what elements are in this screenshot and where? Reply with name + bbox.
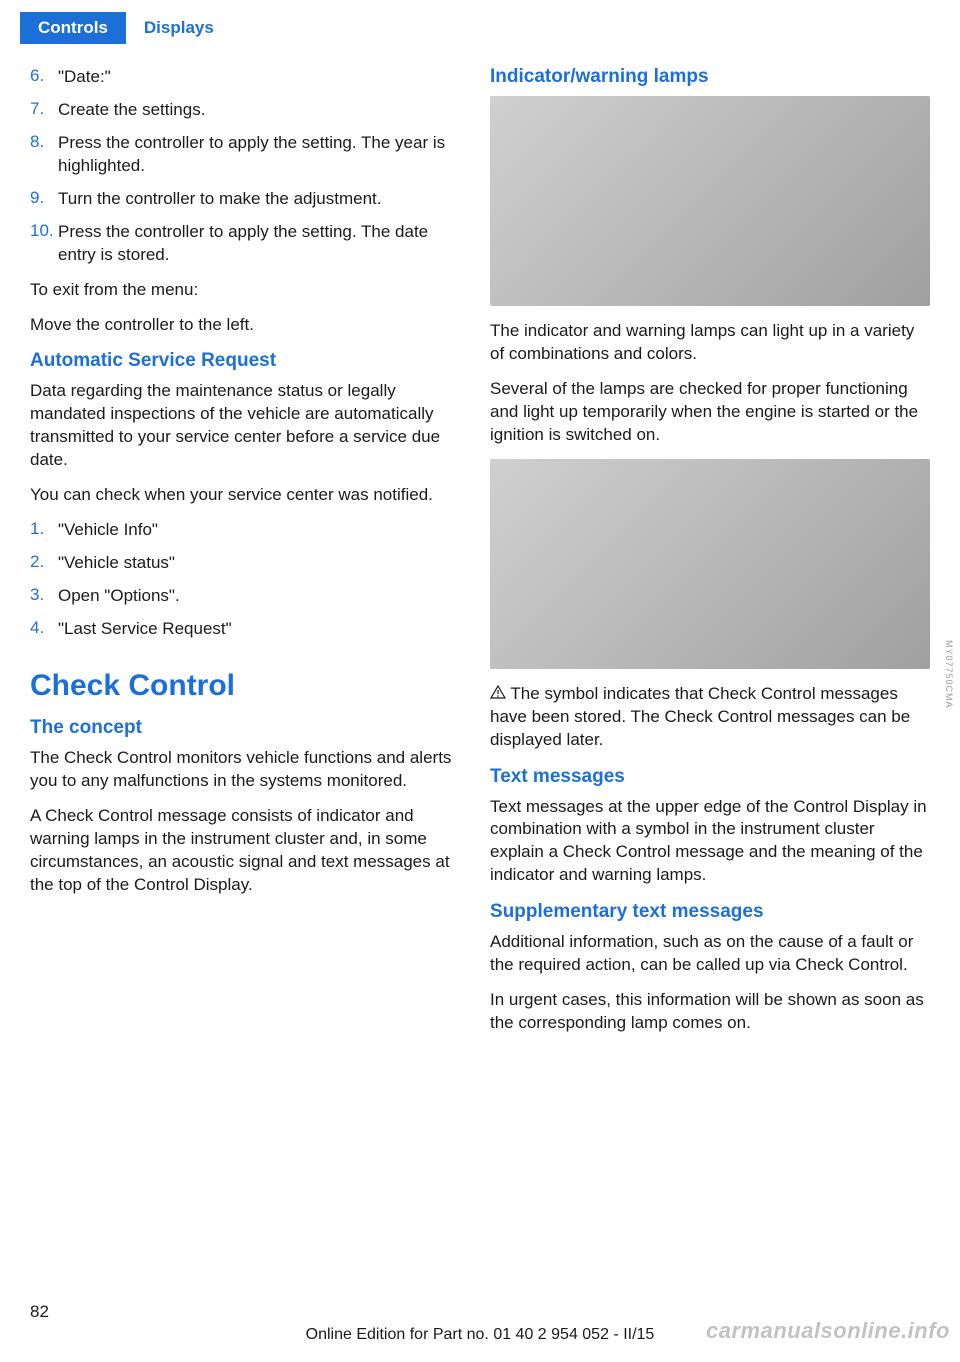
list-item: 9.Turn the controller to make the adjust… — [30, 188, 460, 211]
exit-menu-label: To exit from the menu: — [30, 279, 460, 302]
tab-displays: Displays — [126, 12, 232, 44]
left-column: 6."Date:" 7.Create the settings. 8.Press… — [30, 66, 460, 1047]
warning-triangle-icon — [490, 683, 506, 706]
list-text: Create the settings. — [58, 99, 205, 122]
iwl-paragraph: Several of the lamps are checked for pro… — [490, 378, 930, 447]
asr-heading: Automatic Service Request — [30, 350, 460, 372]
asr-paragraph: You can check when your service center w… — [30, 484, 460, 507]
concept-heading: The concept — [30, 717, 460, 739]
list-text: "Vehicle Info" — [58, 519, 158, 542]
check-control-heading: Check Control — [30, 669, 460, 703]
list-item: 6."Date:" — [30, 66, 460, 89]
list-number: 2. — [30, 552, 58, 572]
supplementary-heading: Supplementary text messages — [490, 901, 930, 923]
list-item: 3.Open "Options". — [30, 585, 460, 608]
iwl-paragraph: The indicator and warning lamps can ligh… — [490, 320, 930, 366]
iwl-heading: Indicator/warning lamps — [490, 66, 930, 88]
asr-steps-list: 1."Vehicle Info" 2."Vehicle status" 3.Op… — [30, 519, 460, 641]
list-text: Open "Options". — [58, 585, 180, 608]
instrument-cluster-image — [490, 96, 930, 306]
watermark: carmanualsonline.info — [706, 1318, 950, 1344]
list-text: Press the controller to apply the settin… — [58, 132, 460, 178]
tab-controls: Controls — [20, 12, 126, 44]
list-item: 4."Last Service Request" — [30, 618, 460, 641]
list-item: 1."Vehicle Info" — [30, 519, 460, 542]
image-code: MY07750CMA — [944, 640, 954, 709]
concept-paragraph: The Check Control monitors vehicle funct… — [30, 747, 460, 793]
list-number: 9. — [30, 188, 58, 208]
list-number: 4. — [30, 618, 58, 638]
list-item: 8.Press the controller to apply the sett… — [30, 132, 460, 178]
right-column: Indicator/warning lamps The indicator an… — [490, 66, 930, 1047]
list-number: 3. — [30, 585, 58, 605]
supplementary-paragraph: Additional information, such as on the c… — [490, 931, 930, 977]
list-number: 8. — [30, 132, 58, 152]
list-item: 2."Vehicle status" — [30, 552, 460, 575]
list-number: 1. — [30, 519, 58, 539]
list-number: 10. — [30, 221, 58, 241]
list-text: Turn the controller to make the adjustme… — [58, 188, 381, 211]
exit-menu-instruction: Move the controller to the left. — [30, 314, 460, 337]
warning-symbol-paragraph: The symbol indicates that Check Control … — [490, 683, 930, 752]
page-content: 6."Date:" 7.Create the settings. 8.Press… — [0, 52, 960, 1047]
asr-paragraph: Data regarding the maintenance status or… — [30, 380, 460, 472]
list-item: 7.Create the settings. — [30, 99, 460, 122]
header-tabs: Controls Displays — [0, 0, 960, 52]
warning-text: The symbol indicates that Check Control … — [490, 684, 910, 749]
list-number: 6. — [30, 66, 58, 86]
list-item: 10.Press the controller to apply the set… — [30, 221, 460, 267]
list-text: "Date:" — [58, 66, 111, 89]
list-text: Press the controller to apply the settin… — [58, 221, 460, 267]
supplementary-paragraph: In urgent cases, this information will b… — [490, 989, 930, 1035]
concept-paragraph: A Check Control message consists of indi… — [30, 805, 460, 897]
text-messages-heading: Text messages — [490, 766, 930, 788]
date-settings-list: 6."Date:" 7.Create the settings. 8.Press… — [30, 66, 460, 267]
list-text: "Vehicle status" — [58, 552, 175, 575]
text-messages-paragraph: Text messages at the upper edge of the C… — [490, 796, 930, 888]
oil-warning-image — [490, 459, 930, 669]
list-text: "Last Service Request" — [58, 618, 232, 641]
list-number: 7. — [30, 99, 58, 119]
